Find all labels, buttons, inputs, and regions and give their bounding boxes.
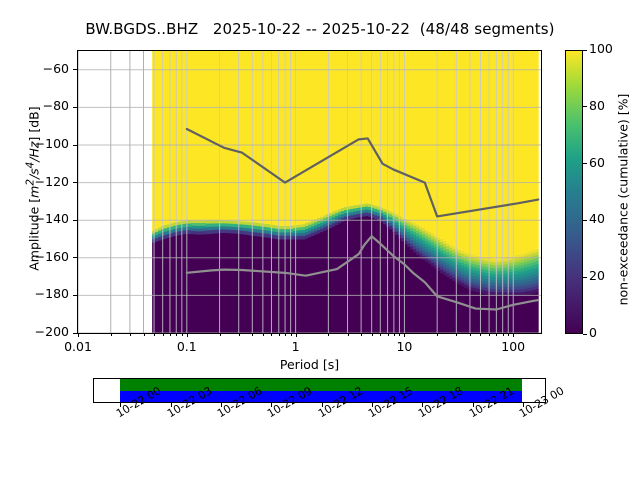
x-tick-label-1: 1 <box>291 339 300 354</box>
x-tick-mark <box>278 333 280 336</box>
x-tick-mark <box>480 333 482 336</box>
x-tick-label-10: 10 <box>396 339 413 354</box>
x-tick-mark <box>380 333 382 336</box>
x-tick-mark <box>186 333 188 337</box>
y-tick-label--120: −120 <box>34 173 69 189</box>
colorbar-tick-label-0: 0 <box>589 325 597 340</box>
x-tick-mark <box>285 333 287 336</box>
x-tick-mark <box>78 333 79 337</box>
y-tick-mark <box>73 144 77 146</box>
x-tick-mark <box>252 333 254 336</box>
y-tick-label--60: −60 <box>42 60 69 76</box>
y-tick-mark <box>73 219 77 221</box>
y-tick-mark <box>73 106 77 108</box>
colorbar-tick-mark <box>583 106 587 108</box>
data-coverage-green <box>119 379 522 391</box>
colorbar-tick-mark <box>583 276 587 278</box>
y-tick-mark <box>73 294 77 296</box>
x-tick-mark <box>176 333 178 336</box>
x-tick-mark <box>399 333 401 336</box>
y-tick-label--80: −80 <box>42 98 69 114</box>
x-tick-mark <box>469 333 471 336</box>
x-axis-label: Period [s] <box>279 357 340 372</box>
timeline-tick-mark <box>522 403 524 407</box>
y-tick-label--100: −100 <box>34 136 69 151</box>
x-tick-mark <box>347 333 349 336</box>
page-title: BW.BGDS..BHZ 2025-10-22 -- 2025-10-22 (4… <box>85 20 555 38</box>
x-tick-mark <box>328 333 330 336</box>
x-tick-mark <box>404 333 406 337</box>
timeline-tick-mark <box>372 403 374 407</box>
x-tick-mark <box>371 333 373 336</box>
x-tick-mark <box>262 333 264 336</box>
x-tick-mark <box>219 333 221 336</box>
timeline-tick-mark <box>422 403 424 407</box>
x-tick-mark <box>513 333 515 337</box>
timeline-tick-mark <box>120 403 122 407</box>
x-tick-mark <box>489 333 491 336</box>
x-tick-mark <box>437 333 439 336</box>
x-tick-label-0.1: 0.1 <box>176 339 197 354</box>
x-tick-mark <box>129 333 131 336</box>
y-tick-label--140: −140 <box>34 211 69 227</box>
x-tick-mark <box>508 333 510 336</box>
colorbar[interactable] <box>565 50 583 334</box>
y-tick-label--180: −180 <box>34 286 69 302</box>
y-tick-mark <box>73 332 77 334</box>
x-tick-mark <box>295 333 297 337</box>
y-tick-mark <box>73 257 77 259</box>
x-tick-mark <box>110 333 112 336</box>
x-tick-mark <box>502 333 504 336</box>
x-tick-mark <box>496 333 498 336</box>
timeline-tick-mark <box>221 403 223 407</box>
x-tick-mark <box>169 333 171 336</box>
x-tick-mark <box>181 333 183 336</box>
x-tick-mark <box>387 333 389 336</box>
x-tick-mark <box>393 333 395 336</box>
colorbar-tick-mark <box>583 163 587 165</box>
x-tick-label-0.01: 0.01 <box>64 339 92 354</box>
colorbar-tick-label-100: 100 <box>589 41 613 56</box>
y-tick-mark <box>73 182 77 184</box>
x-tick-mark <box>271 333 273 336</box>
data-coverage-blue <box>119 390 522 402</box>
timeline-tick-mark <box>170 403 172 407</box>
y-tick-label--160: −160 <box>34 248 69 264</box>
ppsd-histogram <box>78 51 541 333</box>
x-tick-mark <box>361 333 363 336</box>
timeline-tick-mark <box>271 403 273 407</box>
y-tick-mark <box>73 69 77 71</box>
timeline-tick-mark <box>472 403 474 407</box>
x-tick-mark <box>238 333 240 336</box>
colorbar-tick-mark <box>583 219 587 221</box>
data-coverage-timeline[interactable] <box>93 378 546 403</box>
x-tick-mark <box>154 333 156 336</box>
colorbar-tick-mark <box>583 49 587 51</box>
colorbar-tick-label-20: 20 <box>589 268 605 284</box>
x-tick-mark <box>162 333 164 336</box>
x-tick-label-100: 100 <box>501 339 526 354</box>
colorbar-tick-mark <box>583 333 587 335</box>
timeline-tick-mark <box>321 403 323 407</box>
colorbar-tick-label-40: 40 <box>589 211 605 227</box>
colorbar-tick-label-60: 60 <box>589 154 605 170</box>
y-tick-label--200: −200 <box>34 324 69 339</box>
ppsd-plot-axes[interactable] <box>77 50 542 334</box>
x-tick-mark <box>143 333 145 336</box>
colorbar-tick-label-80: 80 <box>589 97 605 113</box>
x-tick-mark <box>290 333 292 336</box>
x-tick-mark <box>456 333 458 336</box>
